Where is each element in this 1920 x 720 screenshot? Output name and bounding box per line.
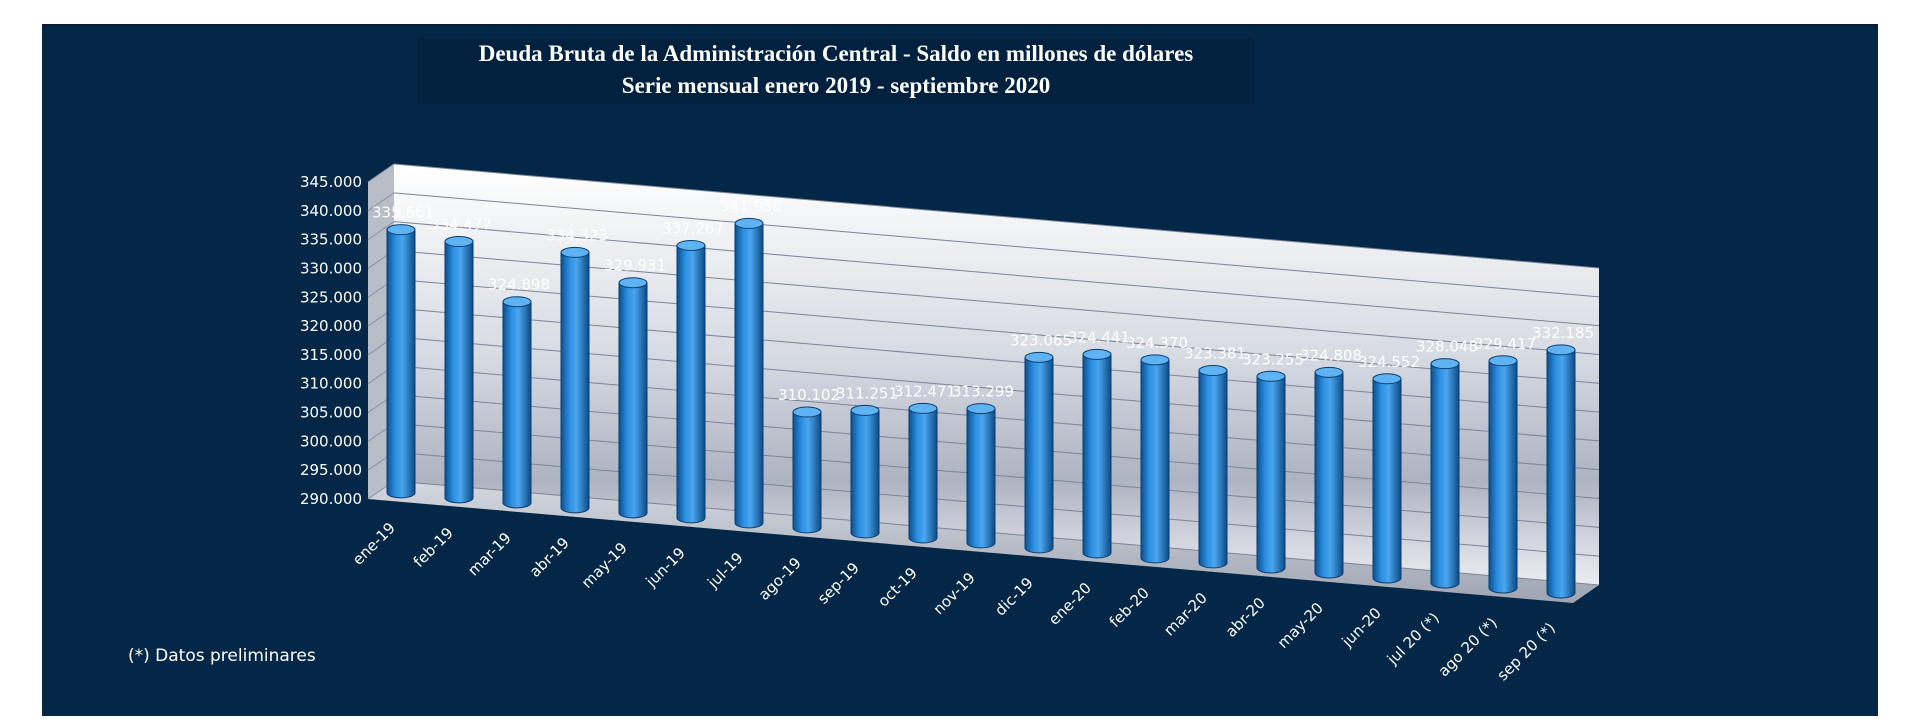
bar [1140, 354, 1170, 564]
data-label: 328.048 [1416, 338, 1478, 356]
x-tick-label: jul 20 (*) [1383, 609, 1443, 669]
gridline [393, 163, 1600, 269]
y-tick-label: 300.000 [300, 432, 362, 450]
bar [1430, 358, 1460, 589]
data-label: 334.477 [430, 216, 492, 234]
data-label: 337.267 [662, 219, 724, 237]
data-label: 324.552 [1358, 353, 1420, 371]
bar [1024, 351, 1054, 554]
bar [618, 277, 648, 519]
data-label: 334.323 [546, 226, 608, 244]
data-label: 341.958 [720, 197, 782, 215]
y-tick-label: 310.000 [300, 375, 362, 393]
bar [792, 406, 822, 534]
data-label: 311.251 [836, 384, 898, 402]
bar [1546, 344, 1576, 599]
bar [444, 236, 474, 504]
bar [1256, 370, 1286, 574]
data-label: 324.808 [1300, 346, 1362, 364]
bar [676, 239, 706, 524]
bar [1488, 355, 1518, 594]
x-tick-label: ago 20 (*) [1435, 614, 1501, 680]
data-label: 324.898 [488, 276, 550, 294]
y-tick-label: 325.000 [300, 288, 362, 306]
x-tick-label: abr-20 [1222, 594, 1269, 641]
bar [1082, 348, 1112, 559]
data-label: 332.185 [1532, 324, 1594, 342]
gridline [393, 278, 1600, 384]
gridline-side [367, 163, 395, 183]
chart-subtitle: Serie mensual enero 2019 - septiembre 20… [621, 73, 1051, 98]
x-tick-label: feb-19 [410, 524, 457, 571]
bar [908, 402, 938, 544]
y-tick-label: 290.000 [300, 490, 362, 508]
data-label: 329.931 [604, 257, 666, 275]
footnote: (*) Datos preliminares [128, 646, 316, 666]
gridline-side [367, 221, 395, 241]
x-tick-label: mar-19 [464, 529, 515, 580]
y-tick-label: 320.000 [300, 317, 362, 335]
x-tick-label: jun-19 [642, 544, 689, 591]
y-tick-label: 315.000 [300, 346, 362, 364]
chart-title-box: Deuda Bruta de la Administración Central… [418, 38, 1254, 104]
data-label: 310.102 [778, 386, 840, 404]
y-tick-label: 345.000 [300, 173, 362, 191]
data-label: 324.370 [1126, 334, 1188, 352]
x-tick-label: dic-19 [991, 574, 1037, 620]
gridline [393, 249, 1600, 355]
y-tick-label: 340.000 [300, 202, 362, 220]
y-tick-label: 305.000 [300, 404, 362, 422]
gridline [393, 221, 1600, 327]
x-tick-label: feb-20 [1106, 584, 1153, 631]
bar [560, 246, 590, 514]
x-tick-label: jul-19 [703, 549, 746, 592]
bar [734, 217, 764, 529]
data-label: 324.441 [1068, 328, 1130, 346]
gridline-side [367, 192, 395, 212]
bar [850, 404, 880, 539]
data-label: 335.661 [372, 204, 434, 222]
data-label: 312.471 [894, 382, 956, 400]
x-tick-label: mar-20 [1160, 589, 1211, 640]
data-label: 313.299 [952, 383, 1014, 401]
x-tick-label: may-20 [1274, 599, 1327, 652]
data-label: 323.065 [1010, 331, 1072, 349]
bar [502, 296, 532, 509]
x-tick-label: ene-20 [1045, 579, 1095, 629]
bar [386, 224, 416, 499]
y-tick-label: 330.000 [300, 259, 362, 277]
chart-title: Deuda Bruta de la Administración Central… [478, 41, 1194, 66]
y-tick-label: 295.000 [300, 461, 362, 479]
data-label: 329.417 [1474, 335, 1536, 353]
x-tick-label: oct-19 [874, 564, 921, 611]
x-tick-label: sep-19 [814, 559, 863, 608]
bar [1372, 373, 1402, 584]
bar [1198, 365, 1228, 569]
x-tick-label: ago-19 [755, 554, 805, 604]
bar [966, 403, 996, 549]
x-tick-label: ene-19 [349, 519, 399, 569]
x-tick-label: abr-19 [526, 534, 573, 581]
x-tick-label: may-19 [578, 539, 631, 592]
x-tick-label: jun-20 [1338, 604, 1385, 651]
bar [1314, 366, 1344, 579]
gridline [393, 192, 1600, 298]
data-label: 323.255 [1242, 350, 1304, 368]
y-tick-label: 335.000 [300, 231, 362, 249]
x-tick-label: nov-19 [930, 569, 979, 618]
x-tick-label: sep 20 (*) [1493, 619, 1558, 684]
data-label: 323.381 [1184, 345, 1246, 363]
